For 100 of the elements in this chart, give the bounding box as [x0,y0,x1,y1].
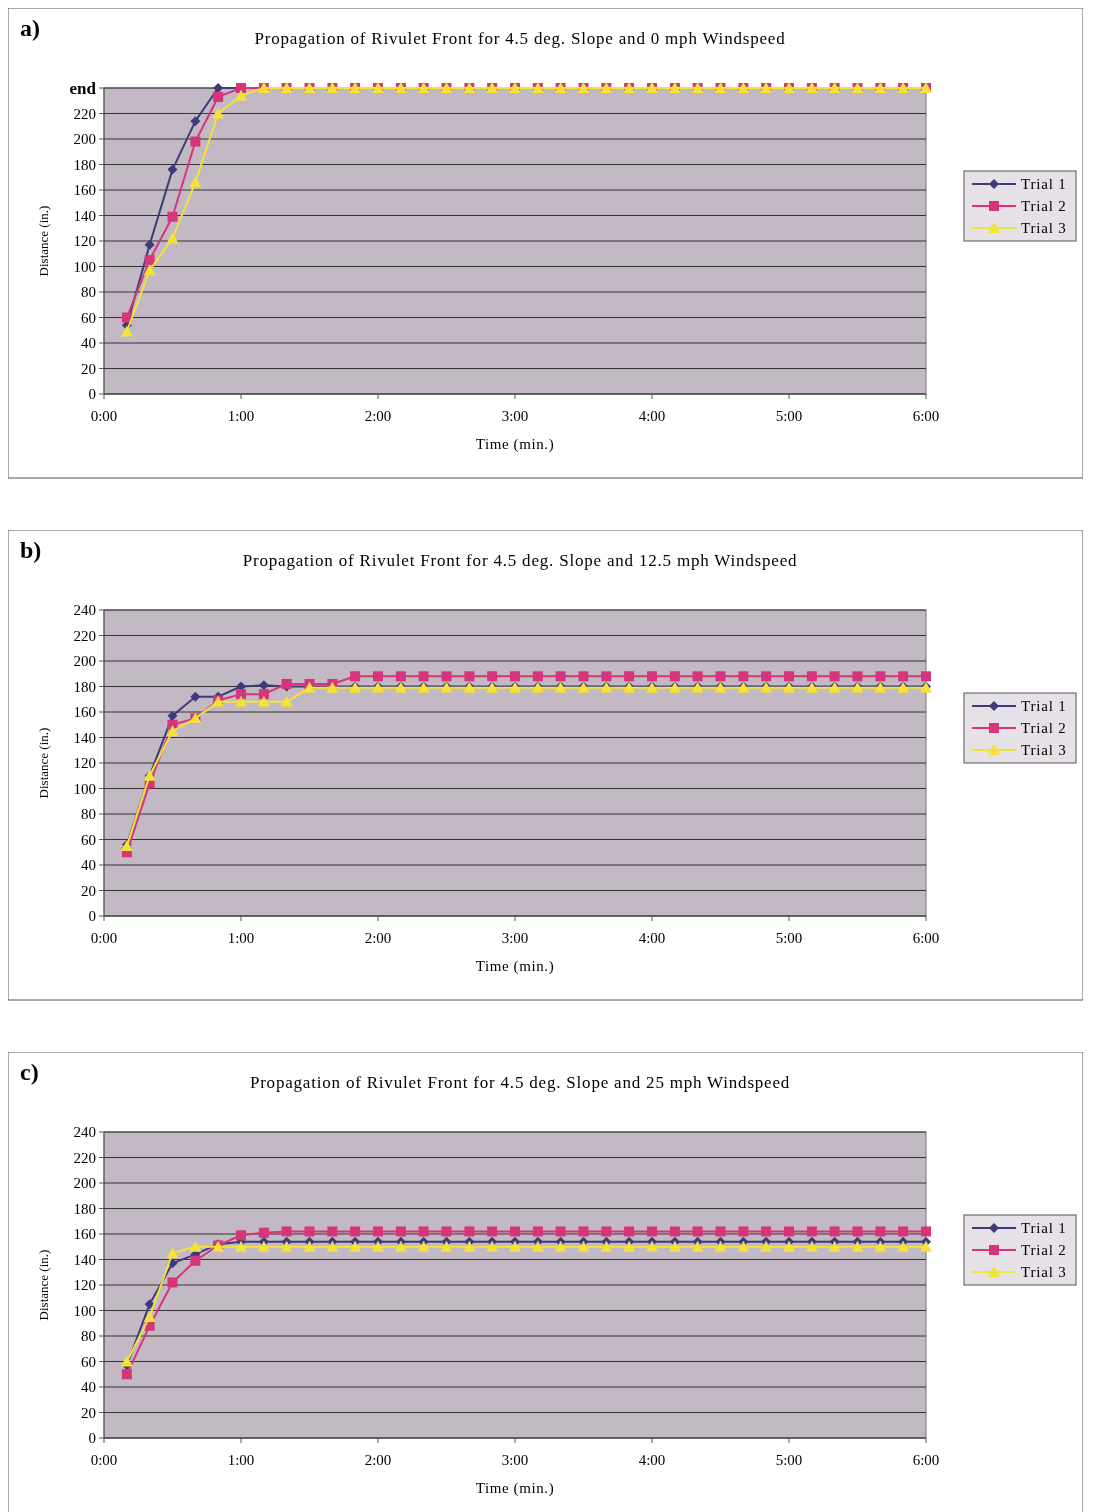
text: c) [20,1059,39,1085]
point [144,1299,155,1310]
y-tick-label: 220 [73,627,96,644]
x-tick-label: 4:00 [638,930,666,946]
y-tick-label: 120 [73,233,96,250]
legend-label: Trial 2 [1021,720,1067,737]
point [303,1240,316,1252]
y-axis-title: Distance (in.) [36,205,51,277]
y-tick-label: 200 [73,653,96,670]
point [555,1226,566,1237]
x-tick-label: 6:00 [912,1452,940,1468]
point [166,232,179,244]
x-tick-label: 5:00 [775,1452,803,1468]
point [738,671,749,682]
x-axis-title: Time (min.) [475,436,555,453]
point [578,1226,589,1237]
point [806,1226,817,1237]
point [715,671,726,682]
point [350,1226,361,1237]
point [394,1240,407,1252]
point [829,1226,840,1237]
point [395,1226,406,1237]
point [623,1240,636,1252]
point [236,689,246,700]
y-tick-label: 160 [73,704,96,721]
point [189,176,202,188]
y-tick-label: 100 [73,258,96,275]
legend-label: Trial 3 [1021,1264,1067,1281]
point [897,1240,910,1252]
point [350,671,361,682]
point [258,689,269,700]
legend-label: Trial 2 [1021,1242,1067,1259]
point [532,1226,543,1237]
y-tick-label: 180 [73,678,96,695]
x-tick-label: 3:00 [501,408,529,424]
y-tick-label: 60 [81,831,96,848]
point [737,1240,750,1252]
point [510,671,520,682]
point [714,1240,727,1252]
point [143,1310,156,1322]
point [417,1240,430,1252]
y-tick-label: 20 [81,360,96,377]
x-tick-label: 3:00 [501,930,529,946]
point [280,1240,293,1252]
point [784,671,794,682]
chart-title: Propagation of Rivulet Front for 4.5 deg. Slope and 0 mph Windspeed [254,29,786,48]
legend-label: Trial 1 [1021,176,1067,193]
point [486,1240,499,1252]
y-tick-label: 120 [73,755,96,772]
x-tick-label: 0:00 [90,408,118,424]
point [601,671,612,682]
point [851,1240,864,1252]
x-tick-label: 6:00 [912,930,940,946]
point [875,671,886,682]
x-tick-label: 0:00 [90,930,118,946]
point [235,695,247,707]
y-tick-label: 220 [73,1149,96,1166]
y-tick-label: 200 [73,131,96,148]
x-tick-label: 2:00 [364,408,392,424]
point [304,1226,315,1237]
point [167,211,178,222]
point [600,1240,613,1252]
y-tick-label: 60 [81,309,96,326]
y-tick-label: 200 [73,1175,96,1192]
y-tick-label: 0 [88,386,96,403]
y-axis-title: Distance (in.) [36,727,51,799]
point [120,1355,133,1367]
point [647,1226,657,1237]
point [418,1226,429,1237]
point [921,671,931,682]
point [190,116,201,127]
x-tick-label: 1:00 [227,930,255,946]
point [257,695,270,707]
y-tick-label: 140 [73,1251,96,1268]
point [372,1240,384,1252]
point [920,1240,932,1252]
y-tick-label: 0 [88,908,96,925]
point [510,1226,520,1237]
point [144,239,155,250]
point [121,1369,132,1380]
x-tick-label: 4:00 [638,1452,666,1468]
point [212,107,225,119]
point [647,671,657,682]
point [166,1247,179,1259]
point [441,671,452,682]
y-axis-title: Distance (in.) [36,1249,51,1321]
point [577,1240,590,1252]
y-tick-label: 40 [81,857,96,874]
y-tick-label: 20 [81,882,96,899]
y-tick-label: 180 [73,156,96,173]
point [190,1255,201,1266]
legend-label: Trial 3 [1021,220,1067,237]
point [760,1240,773,1252]
x-tick-label: 4:00 [638,408,666,424]
point [236,1230,246,1241]
point [235,1240,247,1252]
point [805,1240,818,1252]
point [280,695,293,707]
point [578,671,589,682]
point [235,89,247,101]
